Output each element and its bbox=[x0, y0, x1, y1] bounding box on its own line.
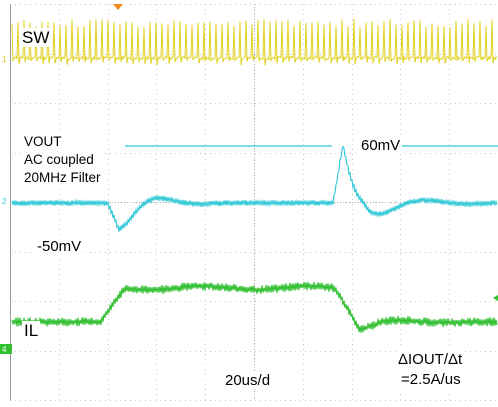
vout-label-line2: AC coupled bbox=[24, 152, 94, 167]
vout-label-line1: VOUT bbox=[24, 134, 62, 149]
overshoot-label: 60mV bbox=[359, 137, 403, 154]
channel-2-marker: 2 bbox=[2, 197, 7, 206]
vout-label: VOUT AC coupled 20MHz Filter bbox=[22, 133, 103, 187]
sw-label: SW bbox=[20, 28, 52, 47]
slew-rate-label: ΔIOUT/Δt =2.5A/us bbox=[396, 349, 465, 391]
channel-markers: 1 2 4 bbox=[0, 4, 498, 354]
traces bbox=[11, 18, 498, 333]
slew-rate-line2: =2.5A/us bbox=[401, 371, 461, 388]
vout-label-line3: 20MHz Filter bbox=[24, 170, 101, 185]
slew-rate-line1: ΔIOUT/Δt bbox=[398, 351, 463, 368]
trigger-marker-icon bbox=[113, 4, 123, 10]
il-label: IL bbox=[22, 321, 41, 340]
vout-trace bbox=[11, 145, 498, 232]
channel-1-marker: 1 bbox=[2, 55, 7, 64]
sw-trace bbox=[11, 18, 498, 66]
il-trace bbox=[11, 281, 498, 333]
il-right-marker-icon bbox=[493, 295, 498, 301]
channel-4-marker: 4 bbox=[2, 345, 7, 354]
channel-4-marker-bg bbox=[0, 344, 12, 354]
undershoot-label: -50mV bbox=[35, 238, 84, 255]
timebase-label: 20us/d bbox=[223, 372, 273, 389]
